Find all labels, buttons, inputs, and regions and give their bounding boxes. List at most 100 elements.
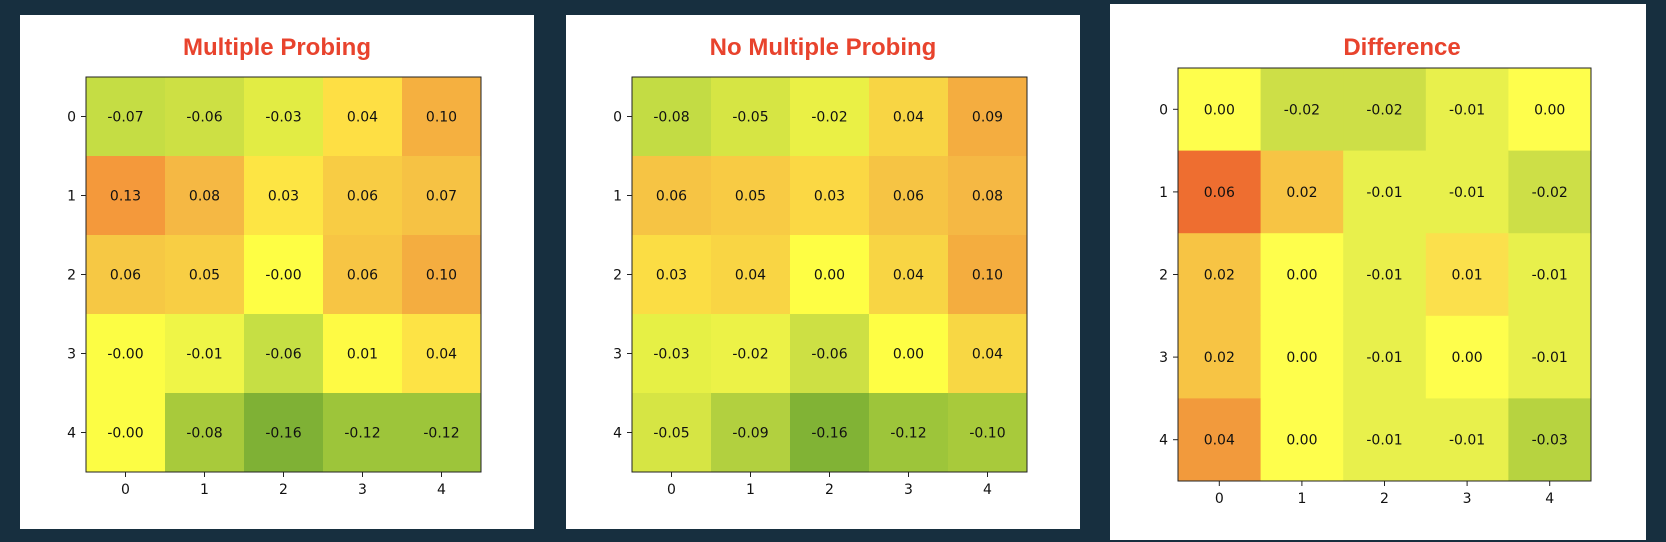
cell-value-label: 0.04 xyxy=(426,347,457,363)
heatmap-cell xyxy=(790,77,870,157)
cell-value-label: 0.03 xyxy=(268,189,299,205)
heatmap-cell xyxy=(790,393,870,473)
heatmap-panel-no-multiple-probing: No Multiple Probing -0.08 -0.05 -0.02 0.04 0… xyxy=(566,15,1080,529)
heatmap-cell xyxy=(1425,398,1509,482)
cell-value-label: 0.02 xyxy=(1286,185,1317,201)
cell-value-label: 0.07 xyxy=(426,189,457,205)
cell-value-label: 0.03 xyxy=(814,189,845,205)
cell-value-label: 0.00 xyxy=(1452,350,1483,366)
heatmap-panel-difference: Difference 0.00 -0.02 -0.02 -0.01 0.00 0.06 0.… xyxy=(1110,4,1646,540)
cell-value-label: 0.00 xyxy=(814,268,845,284)
heatmap-cell xyxy=(1260,398,1344,482)
heatmap-cell xyxy=(402,314,482,394)
cell-value-label: -0.10 xyxy=(969,426,1005,442)
heatmap-cell xyxy=(948,77,1028,157)
heatmap-cell xyxy=(948,393,1028,473)
x-tick-label: 4 xyxy=(983,482,992,498)
heatmap-cell xyxy=(323,314,403,394)
heatmap-cell xyxy=(711,156,791,236)
y-tick-label: 3 xyxy=(613,347,622,363)
cell-value-label: 0.08 xyxy=(189,189,220,205)
y-tick-label: 4 xyxy=(613,426,622,442)
heatmap-cell xyxy=(948,314,1028,394)
y-tick-label: 1 xyxy=(67,189,76,205)
cell-value-label: 0.04 xyxy=(1204,433,1235,449)
heatmap-cell xyxy=(1508,315,1592,399)
cell-value-label: -0.06 xyxy=(186,110,222,126)
heatmap-cell xyxy=(1178,233,1262,317)
heatmap-cell xyxy=(1178,315,1262,399)
heatmap-cell xyxy=(632,235,712,315)
cell-value-label: 0.00 xyxy=(1286,433,1317,449)
heatmap-cell xyxy=(1343,150,1427,234)
heatmap-chart: No Multiple Probing -0.08 -0.05 -0.02 0.04 0… xyxy=(613,34,1028,498)
cell-value-label: 0.01 xyxy=(1452,268,1483,284)
y-tick-label: 4 xyxy=(67,426,76,442)
heatmap-cell xyxy=(1425,233,1509,317)
cell-value-label: -0.12 xyxy=(890,426,926,442)
x-tick-label: 1 xyxy=(1297,491,1306,507)
cell-value-label: -0.05 xyxy=(732,110,768,126)
cell-value-label: 0.10 xyxy=(426,268,457,284)
cell-value-label: 0.04 xyxy=(893,110,924,126)
cell-value-label: 0.13 xyxy=(110,189,141,205)
heatmap-cell xyxy=(948,235,1028,315)
cell-value-label: -0.01 xyxy=(1532,268,1568,284)
heatmap-cell xyxy=(1178,150,1262,234)
heatmap-cell xyxy=(1508,233,1592,317)
heatmap-panel-multiple-probing: Multiple Probing -0.07 -0.06 -0.03 0.04 0.10… xyxy=(20,15,534,529)
cell-value-label: -0.16 xyxy=(265,426,301,442)
cell-value-label: -0.00 xyxy=(265,268,301,284)
cell-value-label: -0.03 xyxy=(265,110,301,126)
cell-value-label: -0.01 xyxy=(1366,350,1402,366)
cell-value-label: -0.07 xyxy=(107,110,143,126)
x-tick-label: 4 xyxy=(1545,491,1554,507)
heatmap-cell xyxy=(86,77,166,157)
heatmap-cell xyxy=(165,235,245,315)
cell-value-label: 0.06 xyxy=(656,189,687,205)
cell-value-label: -0.06 xyxy=(265,347,301,363)
cell-value-label: 0.06 xyxy=(347,268,378,284)
cell-value-label: -0.02 xyxy=(1284,102,1320,118)
x-tick-label: 0 xyxy=(667,482,676,498)
heatmap-cell xyxy=(1260,150,1344,234)
cell-value-label: 0.04 xyxy=(735,268,766,284)
heatmap-cell xyxy=(165,314,245,394)
cell-value-label: 0.00 xyxy=(893,347,924,363)
cell-value-label: -0.01 xyxy=(1449,185,1485,201)
cell-value-label: -0.03 xyxy=(1532,433,1568,449)
heatmap-cell xyxy=(711,314,791,394)
heatmap-cell xyxy=(711,235,791,315)
cell-value-label: -0.01 xyxy=(1366,185,1402,201)
heatmap-chart: Multiple Probing -0.07 -0.06 -0.03 0.04 0.10… xyxy=(67,34,482,498)
cell-value-label: 0.09 xyxy=(972,110,1003,126)
heatmap-cell xyxy=(402,235,482,315)
x-tick-label: 2 xyxy=(825,482,834,498)
cell-value-label: -0.02 xyxy=(732,347,768,363)
heatmap-cell xyxy=(86,156,166,236)
cell-value-label: 0.01 xyxy=(347,347,378,363)
x-tick-label: 4 xyxy=(437,482,446,498)
heatmap-cell xyxy=(948,156,1028,236)
heatmap-cell xyxy=(165,77,245,157)
heatmap-cell xyxy=(323,77,403,157)
heatmap-cell xyxy=(402,393,482,473)
cell-value-label: -0.16 xyxy=(811,426,847,442)
y-tick-label: 3 xyxy=(67,347,76,363)
heatmap-cell xyxy=(244,235,324,315)
heatmap-cell xyxy=(1260,315,1344,399)
heatmap-cell xyxy=(165,156,245,236)
heatmap-cell xyxy=(869,314,949,394)
x-tick-label: 0 xyxy=(121,482,130,498)
heatmap-cell xyxy=(1178,68,1262,152)
cell-value-label: 0.06 xyxy=(347,189,378,205)
heatmap-cell xyxy=(790,314,870,394)
y-tick-label: 0 xyxy=(1159,102,1168,118)
cell-value-label: 0.04 xyxy=(347,110,378,126)
cell-value-label: 0.00 xyxy=(1204,102,1235,118)
cell-value-label: -0.08 xyxy=(653,110,689,126)
heatmap-cell xyxy=(1508,150,1592,234)
heatmap-cell xyxy=(1260,233,1344,317)
y-tick-label: 1 xyxy=(1159,185,1168,201)
cell-value-label: -0.00 xyxy=(107,426,143,442)
